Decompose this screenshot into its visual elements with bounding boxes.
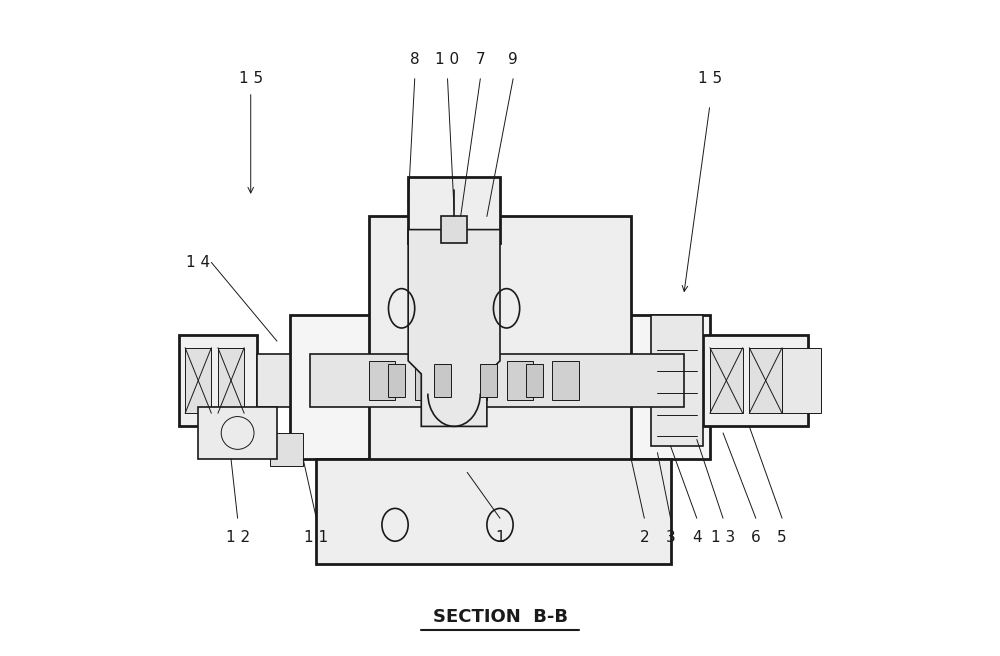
Bar: [461, 361, 487, 400]
Bar: [710, 348, 743, 413]
Text: 2: 2: [640, 531, 649, 545]
Text: 7: 7: [476, 52, 485, 66]
Bar: [526, 364, 543, 397]
Bar: [369, 361, 395, 400]
Text: 1 2: 1 2: [226, 531, 250, 545]
Bar: [782, 348, 821, 413]
Bar: [651, 315, 703, 446]
Text: 6: 6: [751, 531, 761, 545]
Text: 1 3: 1 3: [711, 531, 735, 545]
Text: 4: 4: [692, 531, 702, 545]
Polygon shape: [408, 230, 500, 426]
Bar: [408, 177, 500, 243]
Text: 1 4: 1 4: [186, 255, 210, 270]
Bar: [270, 433, 303, 466]
Bar: [441, 216, 467, 243]
Text: 1 0: 1 0: [435, 52, 460, 66]
Bar: [749, 348, 782, 413]
Bar: [290, 315, 710, 459]
Text: 9: 9: [508, 52, 518, 66]
Bar: [434, 364, 451, 397]
Bar: [179, 335, 257, 426]
Bar: [388, 364, 405, 397]
Bar: [507, 361, 533, 400]
Bar: [316, 459, 671, 564]
Bar: [185, 348, 211, 413]
Text: 3: 3: [666, 531, 675, 545]
Bar: [198, 407, 277, 459]
Bar: [480, 364, 497, 397]
Text: 1 1: 1 1: [304, 531, 328, 545]
Bar: [552, 361, 579, 400]
Bar: [218, 348, 244, 413]
Text: 5: 5: [777, 531, 787, 545]
Text: 1: 1: [495, 531, 505, 545]
Bar: [369, 216, 631, 492]
Text: 8: 8: [410, 52, 420, 66]
Bar: [310, 354, 684, 407]
Text: SECTION  B-B: SECTION B-B: [433, 607, 568, 626]
Bar: [257, 354, 290, 407]
Bar: [415, 361, 441, 400]
Bar: [703, 335, 808, 426]
Text: 1 5: 1 5: [239, 72, 263, 86]
Text: 1 5: 1 5: [698, 72, 722, 86]
